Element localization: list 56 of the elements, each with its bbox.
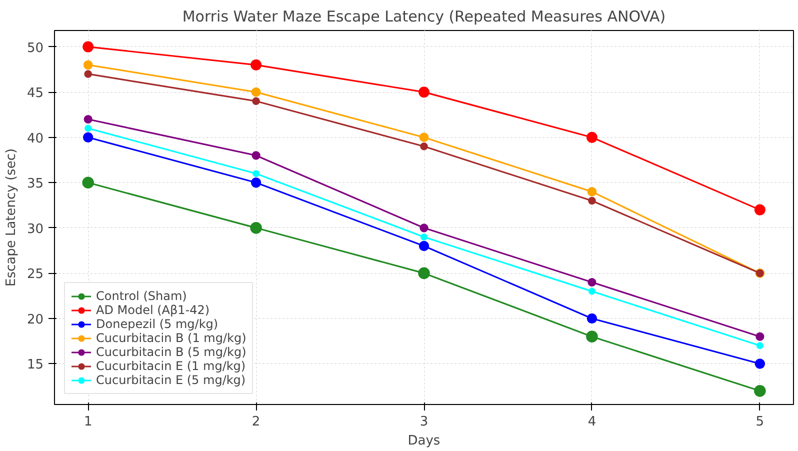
y-tick-label: 15	[26, 358, 44, 373]
point	[588, 278, 596, 287]
point	[84, 124, 92, 132]
y-tick-label: 25	[26, 267, 44, 282]
point	[252, 97, 260, 106]
point	[84, 70, 92, 78]
point	[250, 222, 262, 234]
point	[82, 41, 94, 52]
point	[420, 233, 428, 240]
y-tick-label: 45	[26, 86, 44, 102]
point	[756, 342, 764, 350]
x-tick-label: 1	[84, 414, 92, 430]
point	[82, 132, 94, 142]
chart-title: Morris Water Maze Escape Latency (Repeated Measures ANOVA)	[182, 8, 666, 26]
point	[588, 196, 596, 205]
point	[588, 288, 596, 295]
point	[420, 224, 428, 232]
x-tick-label: 2	[252, 414, 260, 430]
legend-label: Cucurbitacin B (1 mg/kg)	[96, 331, 246, 345]
y-tick-label: 20	[26, 312, 44, 328]
legend-label: Cucurbitacin B (5 mg/kg)	[96, 345, 246, 359]
legend-label: Cucurbitacin E (5 mg/kg)	[96, 373, 246, 387]
point	[250, 178, 262, 188]
point	[754, 385, 766, 397]
y-tick-label: 30	[26, 222, 44, 237]
point	[420, 142, 428, 150]
y-tick-label: 35	[26, 176, 44, 192]
point	[586, 330, 598, 342]
point	[251, 87, 261, 97]
x-tick-label: 4	[588, 414, 596, 430]
point	[250, 59, 262, 70]
point	[418, 240, 430, 252]
point	[418, 267, 430, 280]
x-tick-label: 3	[420, 414, 428, 430]
point	[754, 204, 766, 216]
point	[586, 132, 598, 143]
point	[754, 358, 766, 369]
legend-label: AD Model (Aβ1-42)	[96, 303, 210, 317]
x-tick-label: 5	[756, 414, 764, 430]
point	[756, 332, 764, 341]
point	[587, 187, 597, 196]
legend-label: Control (Sham)	[96, 289, 187, 303]
x-axis-title: Days	[408, 434, 440, 448]
point	[418, 86, 430, 98]
point	[586, 313, 598, 324]
y-tick-label: 50	[26, 40, 44, 56]
point	[83, 60, 93, 70]
legend-label: Donepezil (5 mg/kg)	[96, 317, 218, 331]
point	[82, 176, 94, 189]
legend-label: Cucurbitacin E (1 mg/kg)	[96, 359, 246, 373]
point	[252, 151, 260, 160]
point	[84, 114, 92, 124]
y-axis-title: Escape Latency (sec)	[4, 148, 19, 287]
point	[419, 132, 429, 142]
y-tick-label: 40	[26, 131, 44, 146]
point	[252, 170, 260, 178]
